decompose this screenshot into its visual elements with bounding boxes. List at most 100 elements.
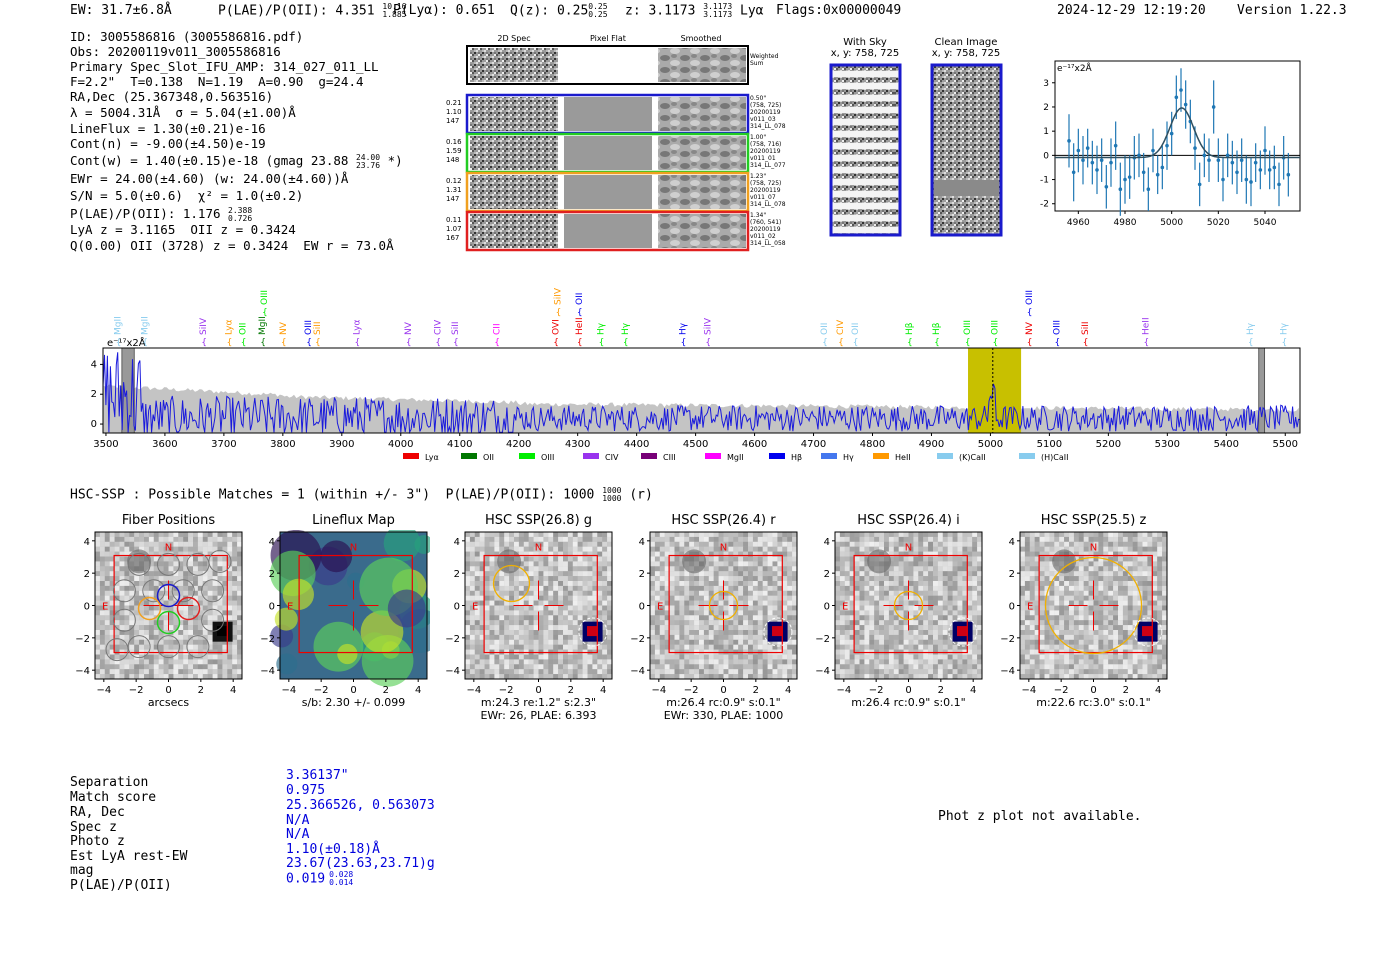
hsc-pixel: [119, 620, 125, 626]
hsc-pixel: [114, 536, 120, 542]
hsc-ytick-label: −2: [260, 634, 275, 645]
spectrum-line-bracket: {: [406, 338, 412, 348]
hsc-pixel: [489, 615, 495, 621]
hsc-pixel: [158, 561, 164, 567]
hsc-pixel: [844, 590, 850, 596]
hsc-pixel: [183, 664, 189, 670]
hsc-pixel: [1113, 581, 1119, 586]
hsc-pixel: [844, 654, 850, 660]
hsc-pixel: [563, 541, 568, 547]
hsc-pixel: [222, 664, 228, 670]
hsc-pixel: [864, 551, 870, 557]
hsc-pixel: [1137, 541, 1143, 547]
hsc-pixel: [168, 566, 174, 572]
hsc-pixel: [898, 556, 904, 562]
hsc-pixel: [703, 561, 709, 567]
hsc-pixel: [499, 541, 505, 547]
hsc-pixel: [1049, 551, 1055, 557]
hsc-pixel: [898, 659, 904, 665]
hsc-pixel: [918, 634, 924, 640]
hsc-pixel: [144, 536, 149, 542]
hsc-pixel: [679, 600, 685, 606]
with-sky-title: With Sky x, y: 758, 725: [830, 37, 900, 59]
hsc-pixel: [1078, 585, 1084, 591]
hsc-pixel: [474, 551, 480, 557]
hsc-pixel: [923, 546, 929, 552]
hsc-pixel: [1049, 600, 1055, 606]
hsc-pixel: [839, 546, 845, 552]
hsc-pixel: [947, 571, 953, 577]
hsc-pixel: [839, 571, 845, 577]
hsc-pixel: [879, 546, 885, 552]
hsc-pixel: [1162, 585, 1168, 591]
hsc-pixel: [592, 585, 598, 591]
hsc-pixel: [518, 541, 524, 547]
spectrum-line-bracket: {: [705, 338, 711, 348]
hsc-xtick-label: 2: [383, 685, 389, 696]
hsc-pixel: [879, 615, 885, 621]
hsc-pixel: [119, 674, 125, 680]
hsc-pixel: [839, 634, 845, 640]
hsc-pixel: [222, 581, 228, 586]
hsc-pixel: [197, 576, 203, 582]
hsc-pixel: [538, 620, 544, 626]
hsc-pixel: [757, 600, 763, 606]
hsc-pixel: [1059, 590, 1065, 596]
hsc-pixel: [1108, 546, 1114, 552]
hsc-pixel: [577, 669, 583, 675]
hsc-pixel: [484, 605, 490, 611]
hsc-pixel: [1034, 649, 1040, 655]
hsc-pixel: [518, 654, 524, 660]
hsc-pixel: [543, 605, 549, 611]
hsc-pixel: [748, 541, 753, 547]
hsc-pixel: [1118, 639, 1123, 645]
hsc-pixel: [1127, 556, 1133, 562]
hsc-ytick-label: −2: [75, 634, 90, 645]
hsc-pixel: [977, 669, 983, 675]
hsc-pixel: [674, 610, 680, 616]
hsc-pixel: [148, 581, 154, 586]
hsc-pixel: [543, 566, 549, 572]
hsc-pixel: [158, 639, 164, 645]
hsc-pixel: [839, 536, 845, 542]
hsc-pixel: [193, 556, 198, 562]
hsc-search-box: [298, 554, 413, 654]
hsc-pixel: [664, 630, 670, 635]
hsc-pixel: [937, 585, 943, 591]
hsc-pixel: [465, 541, 470, 547]
hsc-pixel: [1137, 546, 1143, 552]
hsc-pixel: [723, 610, 729, 616]
hsc-pixel: [884, 581, 889, 586]
hsc-pixel: [782, 585, 788, 591]
hsc-pixel: [859, 625, 865, 631]
hsc-pixel: [923, 620, 929, 626]
hsc-pixel: [528, 571, 534, 577]
hsc-pixel: [479, 556, 485, 562]
hsc-pixel: [1020, 610, 1025, 616]
hsc-pixel: [469, 674, 475, 680]
hsc-pixel: [664, 605, 670, 611]
hsc-pixel: [607, 615, 613, 621]
hsc-pixel: [582, 639, 588, 645]
hsc-pixel: [1044, 571, 1050, 577]
spectrum-xtick-label: 3900: [329, 439, 354, 450]
hsc-pixel: [163, 615, 169, 621]
hsc-pixel: [669, 659, 675, 665]
hsc-pixel: [523, 595, 529, 601]
hsc-pixel: [923, 605, 929, 611]
hsc-pixel: [977, 620, 983, 626]
hsc-pixel: [237, 674, 243, 680]
hsc-pixel: [178, 595, 184, 601]
hsc-pixel: [767, 546, 773, 552]
hsc-ytick-label: 0: [269, 602, 275, 613]
hsc-pixel: [577, 566, 583, 572]
hsc-pixel: [104, 620, 110, 626]
hsc-pixel: [533, 590, 539, 596]
hsc-pixel: [178, 605, 184, 611]
hsc-pixel: [1157, 551, 1163, 557]
hsc-pixel: [928, 625, 934, 631]
hsc-pixel: [728, 585, 734, 591]
hsc-pixel: [1039, 630, 1045, 635]
hsc-pixel: [144, 615, 149, 621]
hsc-pixel: [654, 571, 660, 577]
